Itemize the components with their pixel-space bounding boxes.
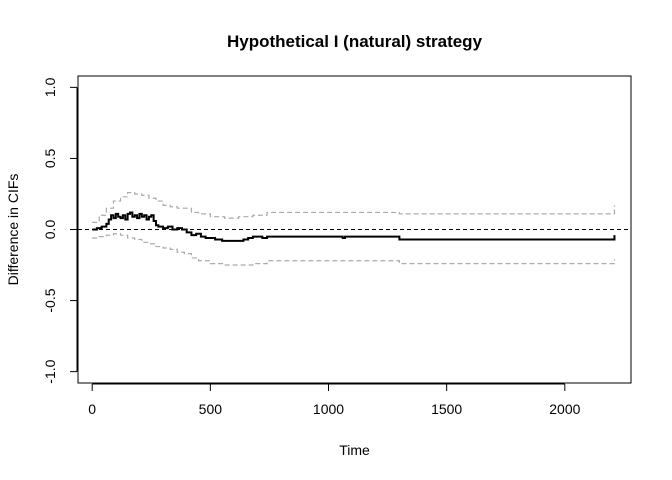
y-tick-label: 0.0	[42, 220, 58, 240]
x-tick-label: 1000	[313, 401, 344, 417]
y-tick-label: -1.0	[42, 359, 58, 383]
y-tick-label: 1.0	[42, 77, 58, 97]
y-tick-label: 0.5	[42, 148, 58, 168]
x-tick-label: 0	[88, 401, 96, 417]
estimate-line	[92, 211, 616, 242]
x-axis-label: Time	[339, 442, 370, 458]
y-axis: -1.0 -0.5 0.0 0.5 1.0	[42, 77, 78, 384]
series-layer	[92, 191, 616, 266]
y-axis-label: Difference in CIFs	[5, 174, 21, 286]
lower-ci-line	[92, 233, 616, 266]
x-tick-label: 1500	[431, 401, 462, 417]
upper-ci-line	[92, 191, 616, 223]
x-tick-label: 500	[199, 401, 223, 417]
y-tick-label: -0.5	[42, 288, 58, 312]
x-axis: 0 500 1000 1500 2000	[88, 383, 581, 417]
x-tick-label: 2000	[549, 401, 580, 417]
chart-title: Hypothetical I (natural) strategy	[227, 32, 483, 51]
